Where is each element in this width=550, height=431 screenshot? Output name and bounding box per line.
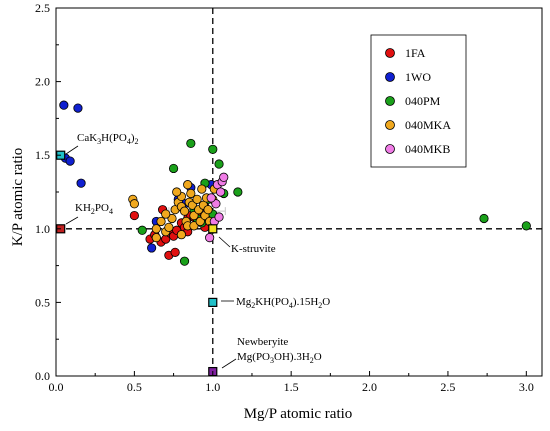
x-tick-label: 0.0 — [49, 380, 64, 394]
data-point — [137, 225, 147, 235]
plot-frame — [55, 7, 543, 377]
legend-label: 040MKB — [405, 142, 450, 156]
label-kh2po4: KH2PO4 — [75, 202, 113, 216]
x-tick-label: 2.5 — [440, 380, 455, 394]
data-point — [167, 213, 177, 224]
label-mg2kh: Mg2KH(PO4).15H2O — [236, 296, 330, 310]
data-point — [129, 199, 139, 209]
data-point — [176, 230, 187, 240]
data-point — [216, 187, 226, 197]
data-point — [147, 243, 157, 253]
data-point — [192, 194, 202, 204]
x-axis-title: Mg/P atomic ratio — [244, 406, 353, 422]
data-point — [172, 187, 182, 197]
y-tick-label: 0.0 — [35, 369, 50, 383]
data-point — [189, 221, 199, 231]
data-point — [164, 222, 174, 232]
data-point — [73, 103, 83, 113]
y-tick-label: 1.5 — [35, 148, 50, 162]
y-tick-label: 0.5 — [35, 295, 50, 309]
data-point — [479, 213, 489, 224]
reference-point — [208, 297, 218, 307]
y-axis-title: K/P atomic ratio — [10, 148, 26, 247]
legend-marker — [385, 72, 395, 82]
data-point — [59, 100, 69, 110]
data-point — [156, 216, 166, 227]
data-point — [183, 180, 193, 190]
label-k-struvite: K-struvite — [231, 243, 276, 255]
data-point — [219, 172, 229, 182]
data-point — [197, 184, 207, 194]
reference-lines — [56, 8, 542, 376]
x-tick-label: 1.5 — [284, 380, 299, 394]
data-point — [521, 221, 531, 231]
data-point — [203, 205, 213, 215]
annotations: CaK3H(PO4)2 KH2PO4 K-struvite Mg2KH(PO4)… — [65, 132, 330, 369]
arrow-newberyite — [221, 358, 237, 369]
x-tick-label: 0.5 — [127, 380, 142, 394]
legend-label: 040PM — [405, 94, 441, 108]
data-point — [168, 163, 179, 174]
legend: 1FA 1WO 040PM 040MKA 040MKB — [370, 34, 467, 168]
data-point — [179, 256, 190, 266]
data-point — [76, 178, 86, 188]
x-tick-label: 1.0 — [205, 380, 220, 394]
data-point — [205, 233, 215, 243]
legend-marker — [385, 48, 395, 58]
x-tick-label: 3.0 — [519, 380, 534, 394]
data-point — [186, 188, 196, 199]
data-point — [65, 156, 75, 166]
arrow-k-struvite — [218, 236, 231, 248]
data-point — [170, 247, 180, 257]
legend-marker — [385, 120, 395, 130]
legend-marker — [385, 144, 395, 154]
data-point — [179, 206, 190, 216]
data-points — [59, 100, 531, 266]
data-point — [151, 224, 161, 234]
data-point — [214, 159, 224, 169]
data-point — [186, 138, 196, 149]
y-tick-label: 2.5 — [35, 1, 50, 15]
legend-label: 1FA — [405, 46, 426, 60]
y-tick-label: 2.0 — [35, 75, 50, 89]
data-point — [129, 210, 139, 221]
data-point — [214, 212, 224, 222]
legend-label: 1WO — [405, 70, 431, 84]
axes — [55, 7, 543, 377]
legend-label: 040MKA — [405, 118, 451, 132]
y-tick-label: 1.0 — [35, 222, 50, 236]
data-point — [233, 187, 243, 197]
reference-point — [208, 224, 218, 234]
data-point — [208, 144, 218, 154]
arrow-kh2po4 — [65, 216, 79, 225]
label-newberyite-formula: Mg(PO3OH).3H2O — [237, 351, 322, 365]
x-tick-label: 2.0 — [362, 380, 377, 394]
data-point — [151, 233, 161, 243]
data-point — [206, 193, 216, 203]
tick-labels: 0.0 0.5 1.0 1.5 2.0 2.5 3.0 0.0 0.5 1.0 1.5 2.0 2.5 — [35, 1, 534, 394]
legend-marker — [385, 96, 395, 106]
arrow-cak3hpo4 — [65, 145, 79, 155]
label-newberyite: Newberyite — [237, 336, 288, 348]
label-cak3hpo4: CaK3H(PO4)2 — [77, 132, 139, 146]
data-point — [161, 209, 171, 219]
